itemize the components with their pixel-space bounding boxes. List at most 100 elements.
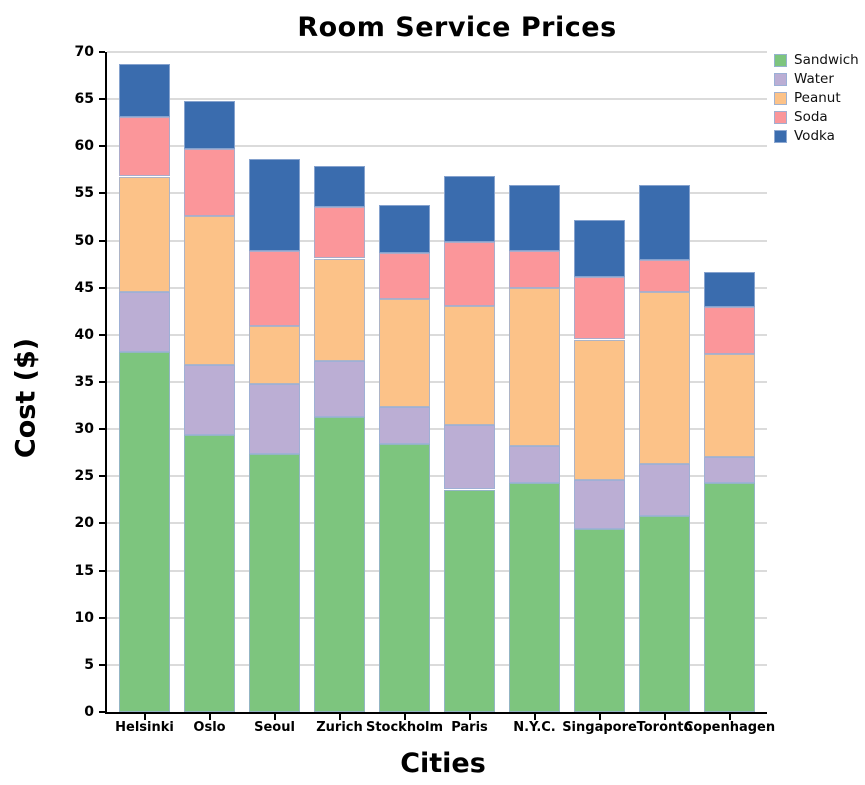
y-tick-70 <box>99 51 105 53</box>
legend-label-soda: Soda <box>794 109 828 125</box>
y-tick-40 <box>99 333 105 336</box>
y-tick-5 <box>99 663 105 666</box>
y-tick-55 <box>99 192 105 195</box>
bar-zurich-peanut <box>314 258 365 362</box>
bar-paris-water <box>444 425 495 490</box>
x-tick-label-helsinki: Helsinki <box>115 720 174 735</box>
x-tick-3 <box>338 714 341 720</box>
bar-toronto-vodka <box>639 184 690 261</box>
bar-seoul-vodka <box>249 158 300 251</box>
bar-copenhagen-sandwich <box>704 482 755 712</box>
bar-copenhagen-vodka <box>704 271 755 307</box>
bar-oslo-vodka <box>184 101 235 150</box>
y-tick-10 <box>99 616 105 619</box>
x-tick-7 <box>598 714 601 720</box>
y-tick-30 <box>99 428 105 431</box>
gridline-y65 <box>107 98 767 101</box>
bar-helsinki-vodka <box>119 64 170 118</box>
y-tick-label-25: 25 <box>74 468 94 485</box>
bar-stockholm-water <box>379 406 430 445</box>
gridline-y50 <box>107 239 767 242</box>
y-tick-35 <box>99 381 105 383</box>
bar-stockholm-vodka <box>379 204 430 253</box>
legend-label-sandwich: Sandwich <box>794 52 859 68</box>
gridline-y35 <box>107 381 767 383</box>
bar-zurich-vodka <box>314 166 365 207</box>
bar-helsinki-sandwich <box>119 351 170 712</box>
legend-label-water: Water <box>794 71 834 87</box>
bar-zurich-soda <box>314 206 365 259</box>
bar-toronto-water <box>639 464 690 516</box>
bar-paris-soda <box>444 241 495 306</box>
bar-helsinki-water <box>119 291 170 352</box>
x-tick-1 <box>208 714 211 720</box>
x-tick-label-nyc: N.Y.C. <box>513 720 556 735</box>
y-tick-label-70: 70 <box>74 44 94 60</box>
bar-seoul-soda <box>249 250 300 327</box>
y-tick-label-35: 35 <box>74 374 94 390</box>
bar-helsinki-soda <box>119 117 170 177</box>
gridline-y15 <box>107 569 767 572</box>
legend-swatch-soda <box>774 111 787 124</box>
bar-copenhagen-peanut <box>704 353 755 458</box>
y-tick-label-60: 60 <box>74 138 94 155</box>
legend-item-water: Water <box>774 70 859 89</box>
y-tick-label-55: 55 <box>74 185 94 202</box>
legend-item-soda: Soda <box>774 108 859 127</box>
bar-nyc-water <box>509 446 560 483</box>
bar-oslo-soda <box>184 149 235 216</box>
legend-swatch-vodka <box>774 130 787 143</box>
x-tick-label-copenhagen: Copenhagen <box>683 720 776 735</box>
gridline-y20 <box>107 522 767 525</box>
bar-singapore-soda <box>574 277 625 340</box>
bar-toronto-sandwich <box>639 515 690 712</box>
y-tick-50 <box>99 239 105 242</box>
legend-swatch-sandwich <box>774 54 787 67</box>
chart-title: Room Service Prices <box>297 12 617 43</box>
bar-paris-vodka <box>444 175 495 242</box>
x-tick-5 <box>468 714 471 720</box>
y-tick-label-15: 15 <box>74 562 94 579</box>
x-tick-label-oslo: Oslo <box>193 720 226 735</box>
legend-item-sandwich: Sandwich <box>774 51 859 70</box>
x-axis-label: Cities <box>400 748 486 779</box>
bar-copenhagen-water <box>704 457 755 483</box>
bar-zurich-sandwich <box>314 416 365 712</box>
x-tick-2 <box>273 714 276 720</box>
bar-stockholm-sandwich <box>379 444 430 712</box>
plot-area <box>105 51 767 714</box>
legend: Sandwich Water Peanut Soda Vodka <box>774 51 859 146</box>
x-tick-label-zurich: Zurich <box>316 720 363 735</box>
gridline-y5 <box>107 663 767 666</box>
bar-oslo-water <box>184 365 235 435</box>
legend-swatch-water <box>774 73 787 86</box>
bar-copenhagen-soda <box>704 306 755 354</box>
x-tick-label-seoul: Seoul <box>254 720 295 735</box>
bar-stockholm-peanut <box>379 299 430 407</box>
gridline-y55 <box>107 192 767 195</box>
bar-singapore-water <box>574 480 625 530</box>
bar-nyc-peanut <box>509 287 560 447</box>
x-tick-6 <box>533 714 536 720</box>
gridline-y30 <box>107 428 767 431</box>
bar-helsinki-peanut <box>119 176 170 292</box>
bar-oslo-sandwich <box>184 434 235 712</box>
x-tick-label-stockholm: Stockholm <box>365 720 444 735</box>
y-tick-45 <box>99 286 105 289</box>
legend-label-peanut: Peanut <box>794 90 841 106</box>
legend-swatch-peanut <box>774 92 787 105</box>
gridline-y40 <box>107 333 767 336</box>
gridline-y45 <box>107 286 767 289</box>
y-tick-0 <box>99 711 105 713</box>
bar-singapore-vodka <box>574 219 625 278</box>
legend-label-vodka: Vodka <box>794 128 835 144</box>
bar-singapore-peanut <box>574 339 625 481</box>
bar-nyc-vodka <box>509 184 560 251</box>
y-tick-60 <box>99 145 105 148</box>
gridline-y70 <box>107 51 767 53</box>
x-tick-label-toronto: Toronto <box>636 720 693 735</box>
legend-item-vodka: Vodka <box>774 127 859 146</box>
x-tick-label-singapore: Singapore <box>562 720 637 735</box>
bar-seoul-peanut <box>249 326 300 384</box>
bar-paris-peanut <box>444 305 495 426</box>
